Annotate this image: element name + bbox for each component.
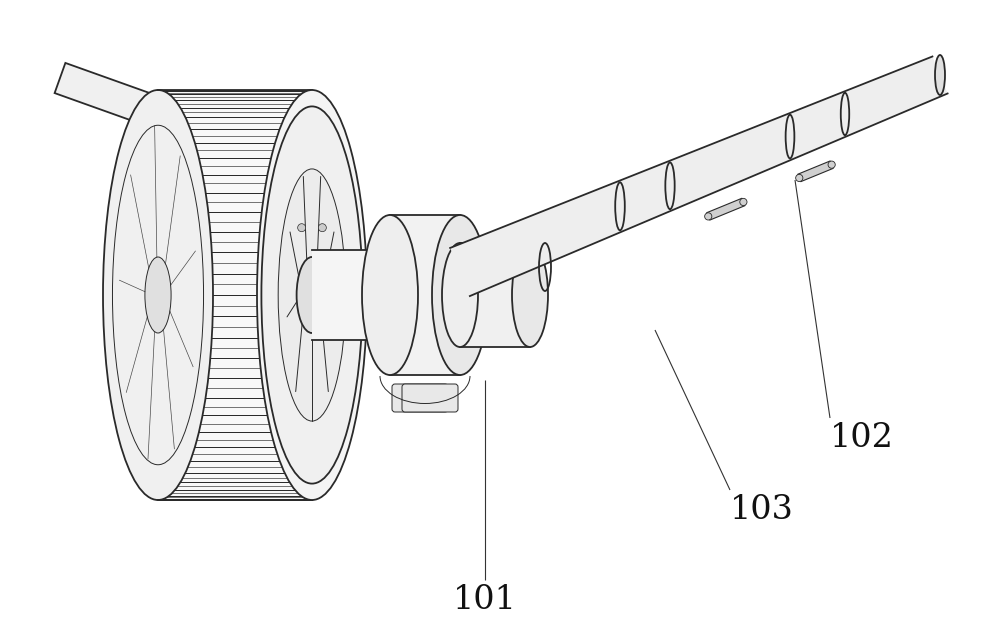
Ellipse shape	[318, 224, 326, 232]
Ellipse shape	[705, 213, 712, 220]
Ellipse shape	[145, 257, 171, 333]
Ellipse shape	[261, 106, 363, 484]
Ellipse shape	[935, 55, 945, 95]
Bar	[158, 90, 313, 500]
Polygon shape	[798, 161, 833, 181]
Ellipse shape	[796, 175, 803, 181]
Ellipse shape	[432, 215, 488, 375]
Text: 103: 103	[730, 494, 794, 526]
Bar	[312, 250, 390, 340]
Ellipse shape	[740, 198, 747, 205]
Ellipse shape	[278, 169, 346, 421]
Polygon shape	[707, 198, 745, 220]
Ellipse shape	[298, 224, 306, 232]
Polygon shape	[55, 63, 205, 143]
Polygon shape	[450, 57, 948, 296]
Ellipse shape	[297, 257, 327, 333]
Ellipse shape	[828, 161, 835, 168]
Text: 101: 101	[453, 584, 517, 616]
Ellipse shape	[442, 243, 478, 347]
FancyBboxPatch shape	[392, 384, 448, 412]
Ellipse shape	[103, 90, 213, 500]
Bar	[460, 243, 530, 347]
Ellipse shape	[257, 90, 367, 500]
Ellipse shape	[512, 243, 548, 347]
Ellipse shape	[374, 250, 406, 340]
FancyBboxPatch shape	[402, 384, 458, 412]
Text: 102: 102	[830, 422, 894, 454]
Ellipse shape	[362, 215, 418, 375]
Bar	[390, 215, 460, 375]
